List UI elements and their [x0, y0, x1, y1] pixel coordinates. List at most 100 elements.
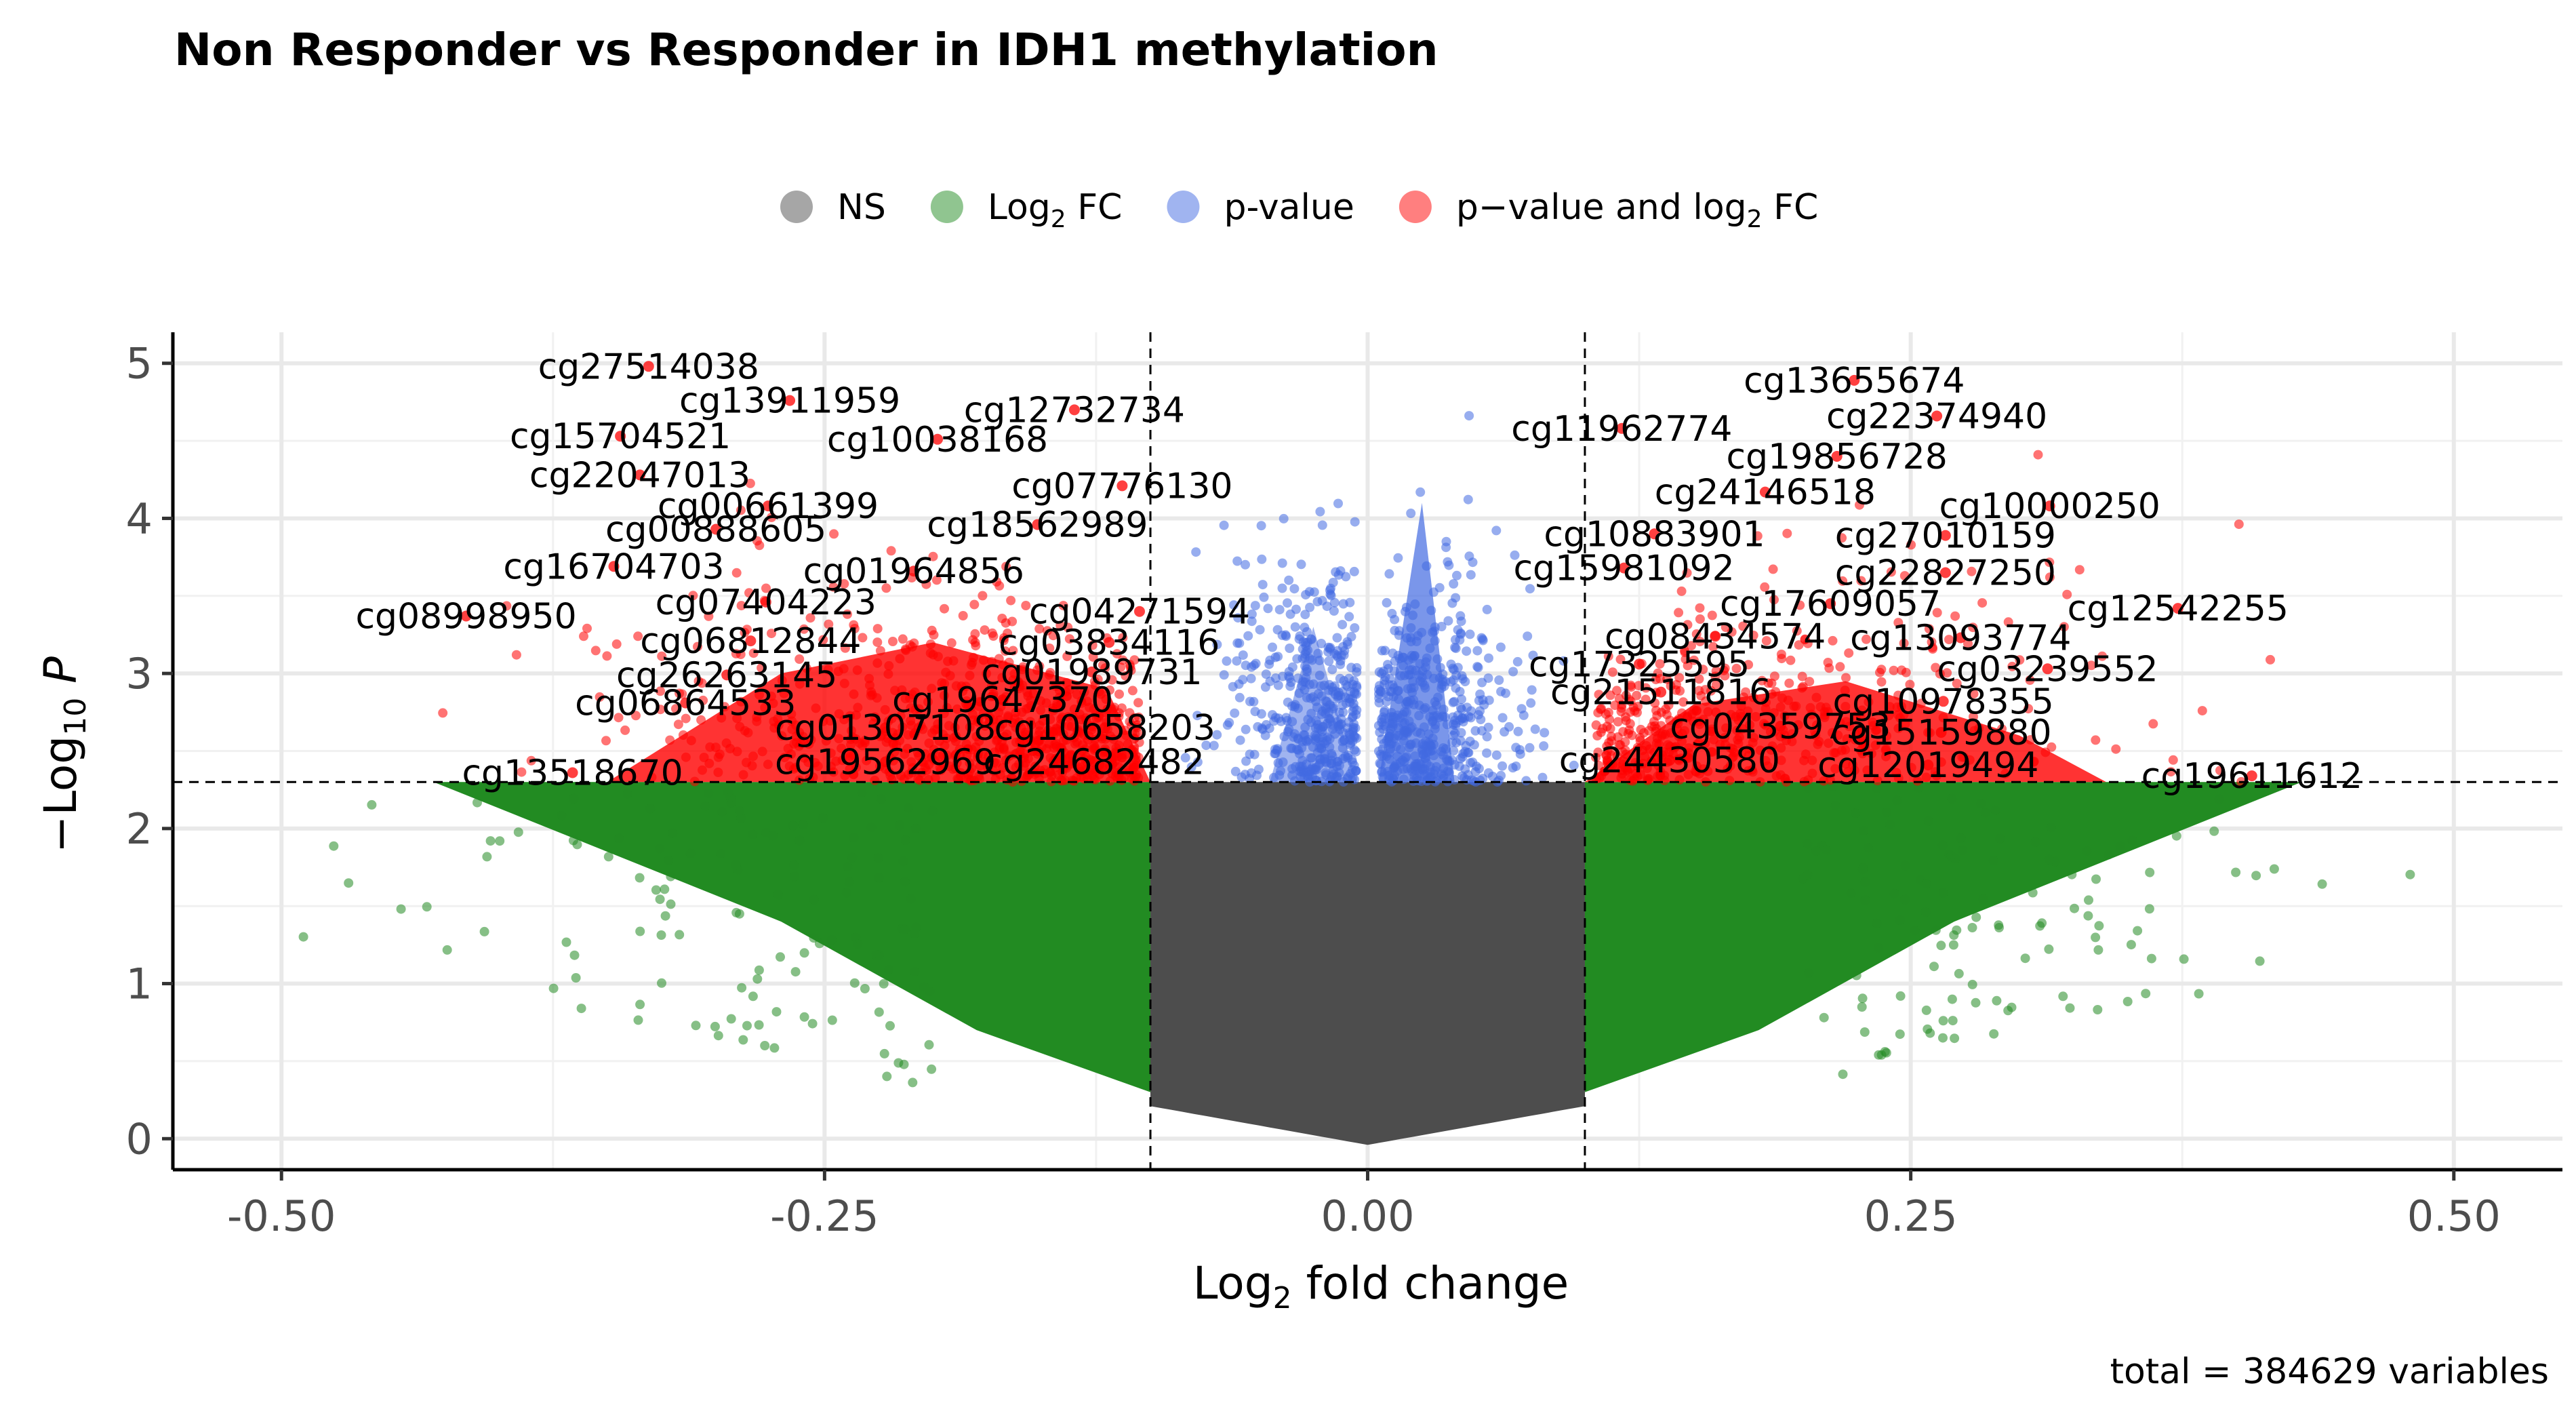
scatter-point: [657, 978, 666, 988]
scatter-point: [1451, 635, 1460, 645]
axes: -0.50 -0.25 0.00 0.25 0.50 0 1 2 3 4 5: [126, 332, 2562, 1241]
scatter-point: [569, 793, 579, 804]
point-label: cg08998950: [355, 597, 576, 637]
scatter-point: [1329, 597, 1340, 608]
scatter-point: [798, 820, 808, 830]
scatter-point: [1464, 411, 1474, 421]
scatter-point: [1558, 656, 1569, 666]
scatter-point: [693, 641, 702, 652]
scatter-point: [994, 580, 1005, 591]
scatter-point: [1436, 622, 1447, 631]
scatter-point: [1460, 747, 1470, 757]
scatter-point: [511, 650, 521, 660]
scatter-point: [1874, 1050, 1884, 1060]
scatter-point: [1632, 690, 1642, 700]
scatter-point: [1795, 600, 1805, 610]
scatter-point: [1921, 1005, 1931, 1015]
scatter-point: [1811, 846, 1821, 856]
scatter-point: [2266, 654, 2275, 665]
scatter-point: [745, 635, 757, 647]
scatter-point: [1452, 570, 1462, 580]
scatter-point: [1929, 962, 1939, 972]
scatter-point: [884, 965, 894, 974]
scatter-point: [1786, 655, 1796, 665]
point-label: cg00888605: [605, 510, 826, 551]
scatter-point: [1390, 614, 1400, 625]
scatter-point: [1512, 656, 1523, 667]
scatter-point: [572, 839, 582, 850]
scatter-point: [2194, 989, 2204, 999]
scatter-point: [1924, 624, 1934, 634]
scatter-point: [1112, 649, 1122, 659]
scatter-point: [1344, 728, 1354, 738]
scatter-point: [1591, 720, 1601, 730]
scatter-point: [1443, 557, 1453, 567]
scatter-point: [1720, 671, 1730, 681]
point-label: cg10978355: [1833, 681, 2054, 722]
scatter-point: [1333, 498, 1343, 509]
scatter-point: [1034, 624, 1045, 634]
scatter-point: [1510, 550, 1520, 560]
scatter-point: [742, 625, 752, 635]
scatter-point: [1234, 692, 1245, 703]
point-label: cg18562989: [927, 505, 1148, 546]
scatter-point: [1233, 613, 1243, 623]
scatter-point: [1346, 687, 1356, 697]
scatter-point: [1263, 604, 1273, 614]
scatter-point: [1055, 620, 1066, 631]
scatter-point: [2028, 888, 2038, 898]
scatter-point: [601, 736, 611, 746]
scatter-point: [1710, 631, 1721, 642]
chart-title: Non Responder vs Responder in IDH1 methy…: [174, 24, 1438, 76]
scatter-point: [1682, 568, 1692, 578]
scatter-point: [2007, 1002, 2017, 1012]
scatter-point: [1341, 572, 1351, 582]
scatter-point: [1327, 665, 1337, 675]
scatter-point: [1466, 570, 1476, 580]
scatter-point: [569, 950, 580, 960]
scatter-point: [1021, 601, 1031, 610]
scatter-point: [1695, 603, 1705, 613]
scatter-point: [1849, 374, 1860, 386]
scatter-point: [1955, 632, 1967, 644]
scatter-point: [1525, 743, 1535, 753]
scatter-point: [1601, 709, 1611, 719]
scatter-point: [576, 1004, 586, 1014]
scatter-point: [970, 629, 980, 639]
scatter-point: [1315, 507, 1325, 517]
scatter-point: [1958, 845, 1967, 855]
scatter-point: [1201, 740, 1211, 751]
data-points: [298, 361, 2415, 1145]
scatter-point: [1626, 682, 1636, 692]
scatter-point: [1277, 558, 1287, 568]
scatter-point: [840, 643, 850, 653]
scatter-point: [721, 669, 733, 681]
scatter-point: [2045, 572, 2055, 582]
scatter-point: [1634, 658, 1645, 670]
scatter-point: [737, 983, 747, 993]
scatter-point: [2091, 735, 2101, 745]
scatter-point: [1283, 697, 1293, 707]
scatter-point: [664, 856, 674, 865]
scatter-point: [1350, 517, 1360, 527]
scatter-point: [1775, 720, 1786, 732]
scatter-point: [1539, 728, 1550, 738]
point-label: cg13518670: [462, 753, 683, 794]
scatter-point: [482, 852, 492, 862]
scatter-point: [1500, 727, 1510, 737]
point-label: cg15159880: [1830, 713, 2051, 753]
scatter-point: [1238, 650, 1248, 660]
scatter-point: [698, 695, 708, 705]
scatter-point: [1006, 595, 1016, 606]
scatter-point: [1229, 600, 1239, 610]
scatter-point: [731, 568, 742, 578]
scatter-point: [1260, 682, 1270, 692]
point-label: cg17325595: [1529, 644, 1750, 685]
scatter-point: [691, 1021, 701, 1031]
scatter-point: [1689, 655, 1699, 665]
scatter-point: [1325, 589, 1335, 599]
scatter-point: [818, 635, 828, 645]
scatter-point: [1329, 606, 1339, 616]
scatter-point: [1803, 839, 1813, 849]
